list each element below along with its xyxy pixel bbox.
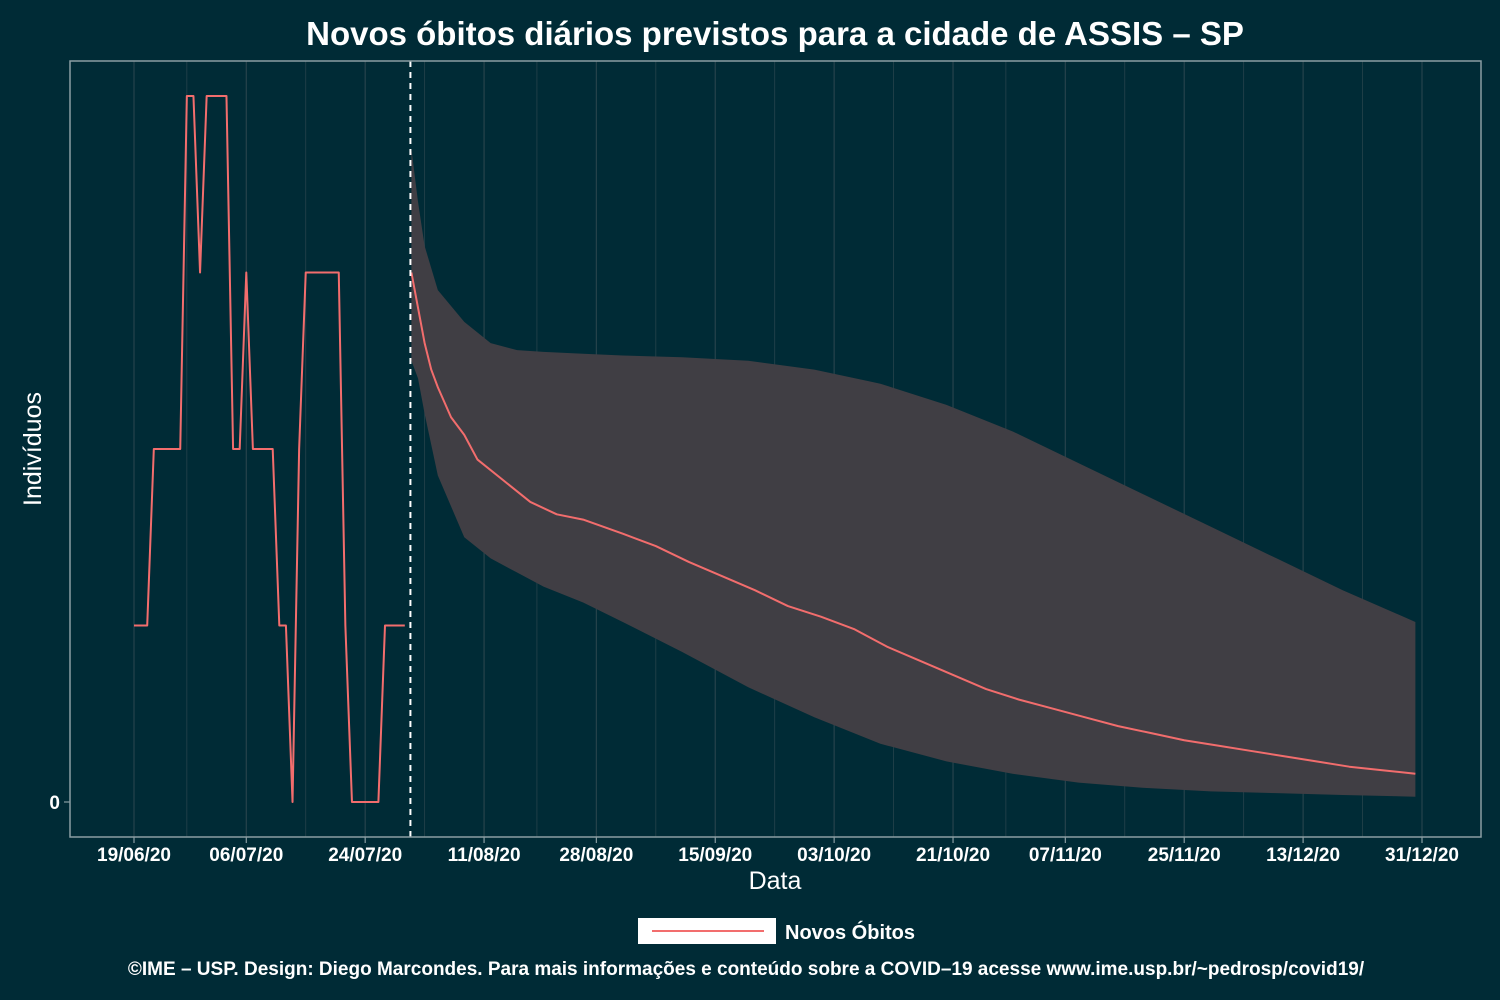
footer-credits: ©IME – USP. Design: Diego Marcondes. Par… xyxy=(128,959,1365,980)
x-tick-label: 19/06/20 xyxy=(97,845,171,866)
x-tick-label: 21/10/20 xyxy=(916,845,990,866)
x-axis-label: Data xyxy=(749,867,802,895)
series-layer xyxy=(134,95,1416,803)
legend: Novos Óbitos xyxy=(638,918,915,944)
y-axis-label: Indivíduos xyxy=(19,392,47,506)
y-tick-label: 0 xyxy=(49,793,60,814)
x-tick-label: 31/12/20 xyxy=(1385,845,1459,866)
legend-label: Novos Óbitos xyxy=(785,920,915,944)
x-tick-label: 13/12/20 xyxy=(1266,845,1340,866)
series-line-forecast xyxy=(410,272,1416,775)
prediction-band xyxy=(411,148,1416,797)
x-tick-label: 25/11/20 xyxy=(1148,845,1221,866)
x-tick-label: 07/11/20 xyxy=(1029,845,1102,866)
prediction-band-layer xyxy=(411,148,1416,797)
x-tick-label: 15/09/20 xyxy=(678,845,752,866)
x-tick-label: 06/07/20 xyxy=(209,845,283,866)
y-axis-ticks: 0 xyxy=(49,793,70,814)
x-tick-label: 24/07/20 xyxy=(328,845,402,866)
x-axis-ticks: 19/06/20 06/07/20 24/07/20 11/08/20 28/08/20… xyxy=(97,837,1459,866)
plot-frame xyxy=(69,60,1482,838)
x-tick-label: 11/08/20 xyxy=(448,845,521,866)
x-tick-label: 28/08/20 xyxy=(559,845,633,866)
x-tick-label: 03/10/20 xyxy=(797,845,871,866)
chart-title: Novos óbitos diários previstos para a ci… xyxy=(306,15,1244,52)
series-line-observed xyxy=(134,95,405,803)
